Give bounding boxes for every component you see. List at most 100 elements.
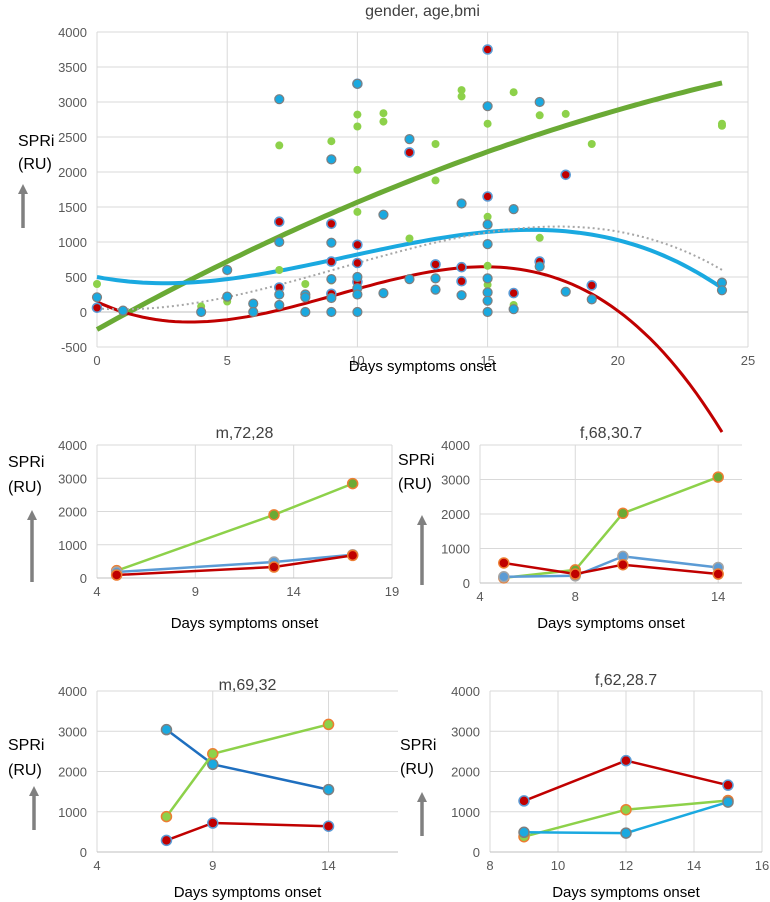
blue-scatter-point <box>716 285 728 296</box>
red-scatter-point <box>352 257 363 269</box>
blue-scatter-point <box>508 204 519 215</box>
green-scatter-point <box>327 137 336 146</box>
red-scatter-point <box>326 218 337 230</box>
y-axis-label-line: SPRi <box>400 737 436 754</box>
blue-scatter-point <box>222 264 233 276</box>
chart-panel-4: 0 1000 2000 3000 4000 4 9 14 m,69,32 Days symptom… <box>8 677 398 901</box>
grey-dotted-trend-line <box>96 225 723 311</box>
y-axis-label-line: (RU) <box>18 156 52 173</box>
red-trend-line <box>96 265 724 433</box>
red-scatter-point <box>352 239 363 251</box>
y-tick-label: 1500 <box>58 200 87 215</box>
green-scatter-point <box>93 280 101 288</box>
up-arrow-head-icon <box>18 184 28 194</box>
green-scatter-point <box>379 109 388 118</box>
red-scatter-point <box>91 302 103 314</box>
blue-scatter-point <box>586 294 597 305</box>
up-arrow-head-icon <box>417 515 427 525</box>
y-axis-label-line: (RU) <box>398 476 432 493</box>
blue-scatter-point <box>482 101 493 112</box>
y-tick-label: 3000 <box>441 473 470 488</box>
chart-panel-3: 0 1000 2000 3000 4000 4 8 14 f,68,30.7 Days sympt… <box>398 425 742 632</box>
green-scatter-point <box>717 121 726 130</box>
x-tick-label: 4 <box>476 589 483 604</box>
y-axis-label: SPRi (RU) <box>8 737 44 779</box>
y-tick-label: 3000 <box>58 471 87 486</box>
chart-title: f,62,28.7 <box>595 672 657 689</box>
blue-scatter-point <box>352 271 363 283</box>
green-scatter-point <box>431 176 440 185</box>
red-data-point <box>722 779 734 791</box>
blue-scatter-point <box>378 288 389 299</box>
green-data-point <box>160 810 173 823</box>
blue-scatter-point <box>456 198 467 209</box>
red-data-point <box>268 561 280 573</box>
y-tick-label: 3000 <box>58 724 87 739</box>
green-scatter-point <box>405 234 414 243</box>
red-scatter-point <box>586 280 598 291</box>
blue-scatter-point <box>326 292 337 304</box>
blue-series-line <box>165 728 329 791</box>
red-scatter-point <box>482 191 493 202</box>
blue-scatter-point <box>482 273 493 284</box>
blue-scatter-point <box>248 298 259 309</box>
x-tick-label: 14 <box>711 589 725 604</box>
chart-title: m,72,28 <box>216 425 274 442</box>
green-data-point <box>617 507 629 520</box>
x-tick-label: 15 <box>480 353 494 368</box>
y-tick-label: 2500 <box>58 130 87 145</box>
x-tick-label: 8 <box>486 858 493 873</box>
y-tick-label: 3000 <box>451 724 480 739</box>
green-data-point <box>207 748 219 760</box>
blue-scatter-point <box>560 286 571 297</box>
blue-scatter-point <box>456 290 467 301</box>
green-scatter-point <box>509 88 518 97</box>
blue-series-line <box>503 555 719 579</box>
red-scatter-point <box>404 147 415 158</box>
chart-panel-2: 0 1000 2000 3000 4000 4 9 14 19 m,72,28 Days sympt… <box>8 425 399 632</box>
y-axis-label: SPRi (RU) <box>398 452 434 493</box>
y-tick-label: 1000 <box>451 805 480 820</box>
x-tick-label: 10 <box>551 858 565 873</box>
x-tick-label: 4 <box>93 584 100 599</box>
blue-scatter-point <box>326 154 337 165</box>
blue-scatter-point <box>326 306 337 318</box>
y-tick-label: 0 <box>463 576 470 591</box>
green-series-line <box>503 475 719 580</box>
blue-scatter-point <box>326 274 337 285</box>
y-tick-label: 4000 <box>441 438 470 453</box>
y-tick-label: 2000 <box>58 165 87 180</box>
y-tick-label: 1000 <box>58 805 87 820</box>
blue-scatter-point <box>352 78 363 89</box>
blue-data-point <box>722 796 734 808</box>
x-tick-label: 16 <box>755 858 769 873</box>
x-tick-label: 20 <box>611 353 625 368</box>
blue-scatter-point <box>274 94 285 105</box>
x-tick-label: 8 <box>572 589 579 604</box>
y-axis-label: SPRi (RU) <box>8 454 44 496</box>
blue-scatter-point <box>430 273 441 284</box>
green-data-point <box>322 718 335 731</box>
x-tick-label: 5 <box>224 353 231 368</box>
chart-title: f,68,30.7 <box>580 425 642 442</box>
red-data-point <box>207 817 219 829</box>
green-scatter-point <box>483 119 492 128</box>
chart-title: m,69,32 <box>219 677 277 694</box>
y-axis-label: SPRi (RU) <box>400 737 436 778</box>
blue-scatter-point <box>534 261 545 272</box>
x-axis-label: Days symptoms onset <box>349 358 497 375</box>
red-series-line <box>166 821 329 842</box>
chart-title: gender, age,bmi <box>365 3 480 20</box>
y-tick-label: 4000 <box>58 25 87 40</box>
y-tick-label: 2000 <box>58 505 87 520</box>
blue-scatter-point <box>274 289 285 300</box>
x-tick-label: 12 <box>619 858 633 873</box>
red-data-point <box>518 795 530 807</box>
red-scatter-point <box>482 44 493 55</box>
y-axis-label: SPRi (RU) <box>18 133 54 173</box>
x-axis-label: Days symptoms onset <box>537 615 685 632</box>
x-axis-label: Days symptoms onset <box>174 884 322 901</box>
blue-data-point <box>160 723 173 736</box>
green-scatter-point <box>353 110 362 119</box>
